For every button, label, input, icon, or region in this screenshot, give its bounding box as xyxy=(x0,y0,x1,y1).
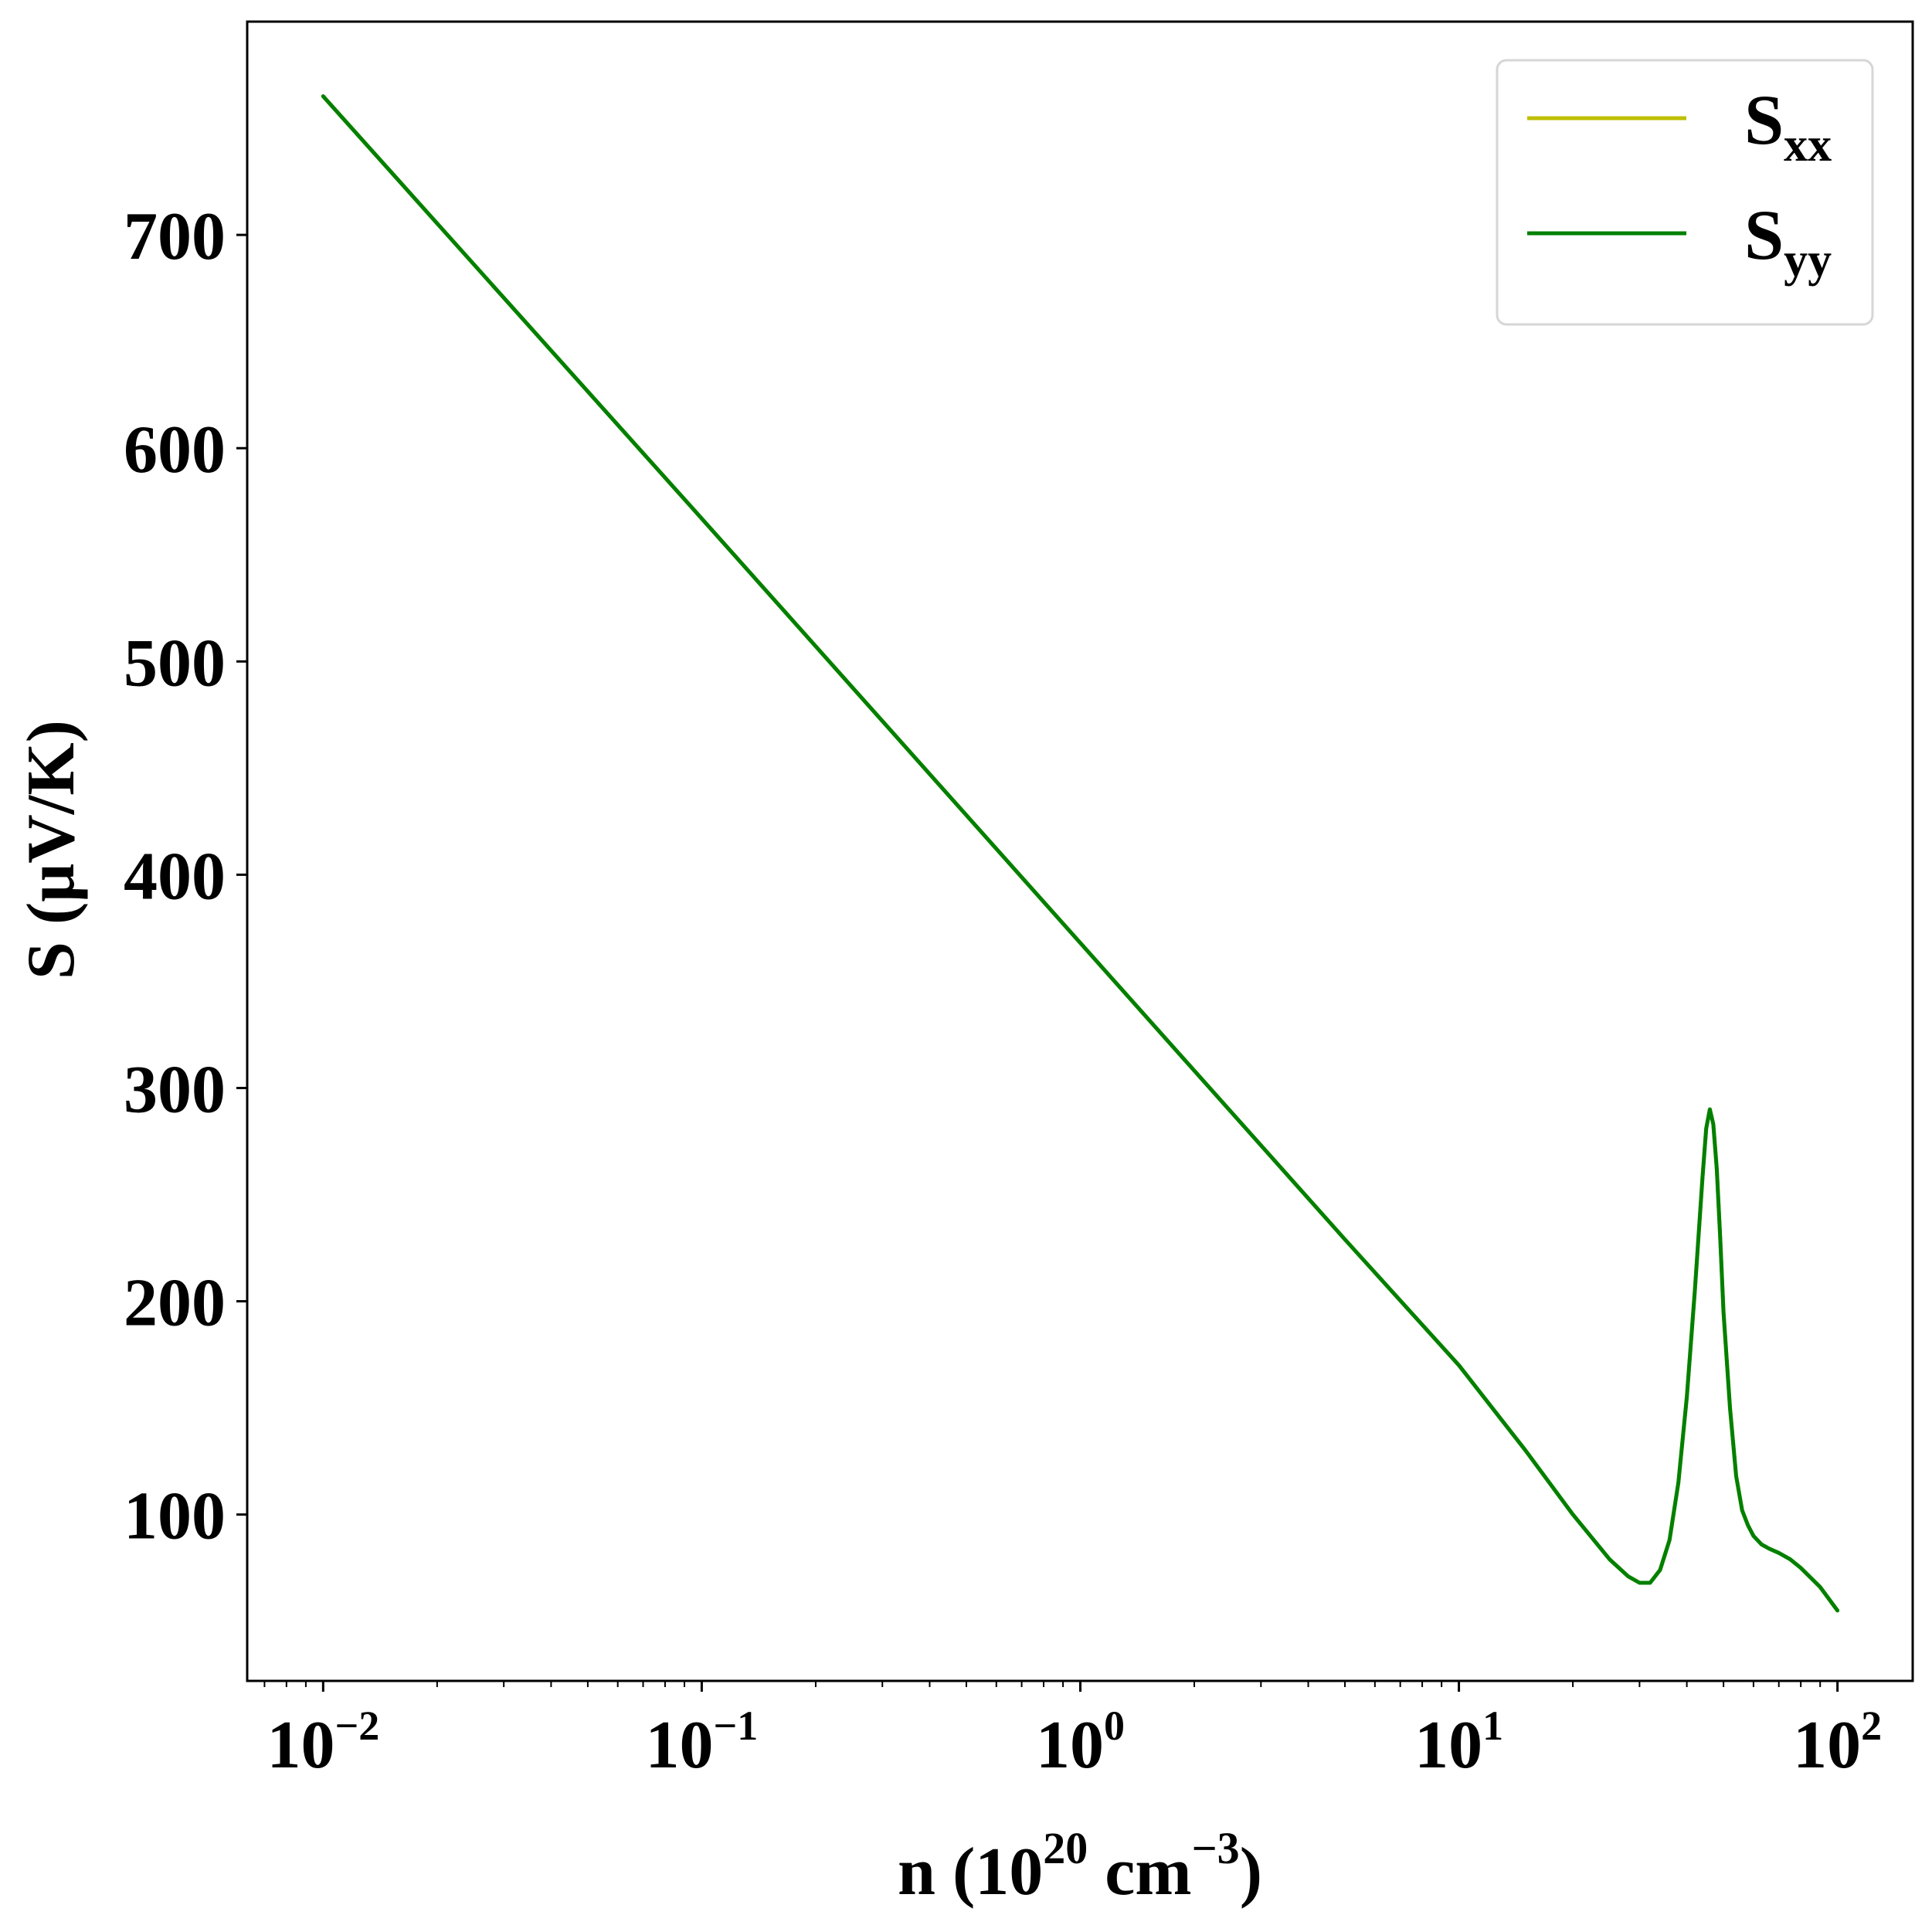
legend-label-sxx: Sxx xyxy=(1744,80,1832,171)
y-tick-label: 500 xyxy=(124,626,226,701)
x-axis-label: n (1020 cm−3) xyxy=(898,1823,1262,1910)
x-tick-label: 10−1 xyxy=(646,1703,759,1783)
y-tick-label: 700 xyxy=(124,199,226,274)
y-tick-label: 600 xyxy=(124,413,226,487)
y-tick-label: 200 xyxy=(124,1266,226,1341)
legend-label-syy: Syy xyxy=(1744,195,1832,287)
plot-series-group xyxy=(321,94,1840,1613)
y-tick-label: 100 xyxy=(124,1479,226,1554)
x-tick-label: 100 xyxy=(1036,1703,1125,1783)
series-line-syy xyxy=(321,94,1840,1613)
y-axis-label: S (μV/K) xyxy=(14,720,89,979)
plot-frame xyxy=(246,20,1914,1682)
legend: Sxx Syy xyxy=(1496,59,1874,326)
x-tick-label: 10−2 xyxy=(267,1703,379,1783)
y-tick-label: 300 xyxy=(124,1052,226,1127)
axis-ticks-group: 100 200 300 400 500 600 700 10−2 10−1 100 101 102 xyxy=(124,199,1882,1783)
y-tick-label: 400 xyxy=(124,839,226,914)
legend-box xyxy=(1496,59,1874,326)
x-tick-label: 101 xyxy=(1414,1703,1503,1783)
x-tick-label: 102 xyxy=(1793,1703,1882,1783)
